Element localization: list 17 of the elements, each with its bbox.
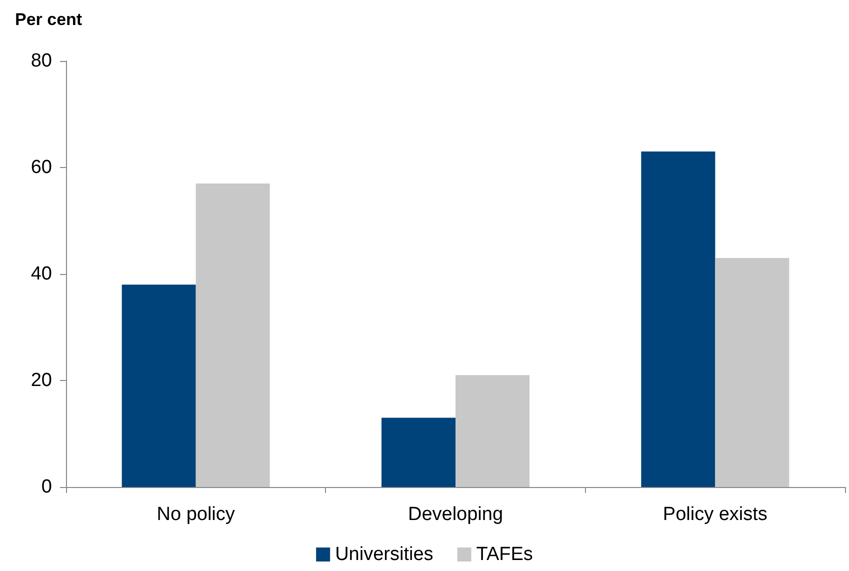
bar <box>715 258 790 487</box>
bar <box>641 152 716 487</box>
x-tick-label: Developing <box>408 504 504 525</box>
y-tick-label: 80 <box>30 50 52 72</box>
bar <box>381 418 456 487</box>
y-tick-label: 40 <box>30 264 52 284</box>
y-axis-title: Per cent <box>15 10 82 29</box>
x-tick-label: Policy exists <box>662 504 768 525</box>
bar <box>456 375 530 487</box>
bar <box>196 183 270 487</box>
y-tick-label: 60 <box>30 157 52 178</box>
y-tick-label: 20 <box>30 370 52 391</box>
x-tick-label: No policy <box>156 504 236 525</box>
bar <box>122 284 196 487</box>
legend-label: Universities <box>335 544 434 565</box>
legend-label: TAFEs <box>476 544 533 565</box>
y-tick-label: 0 <box>41 476 52 498</box>
